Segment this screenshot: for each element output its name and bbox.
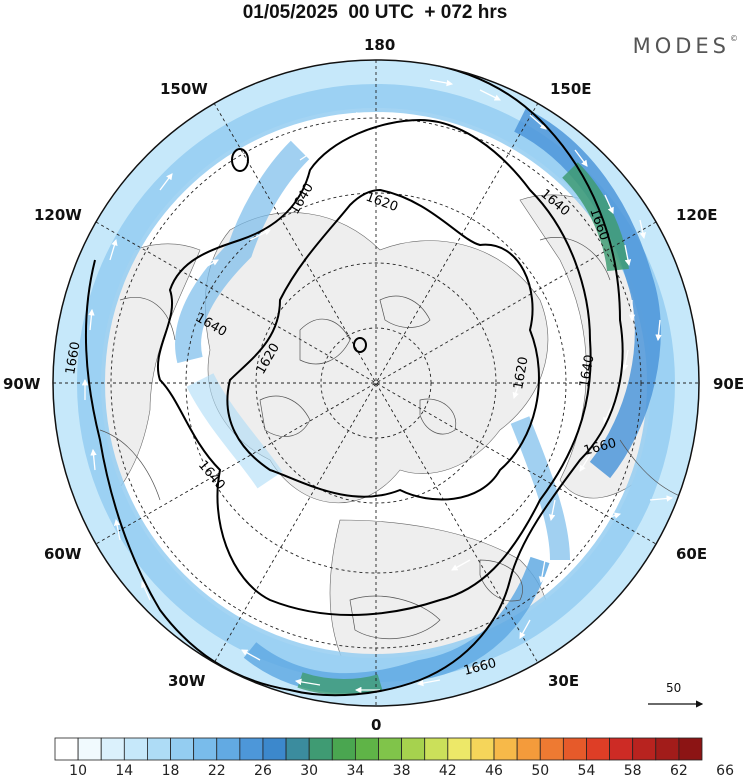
coastlines [99, 237, 691, 640]
brand-name: MODES [632, 34, 730, 58]
contour-label: 1640 [577, 353, 598, 388]
jet-core-north-west [175, 140, 310, 364]
colorbar-swatch [239, 737, 264, 761]
colorbar-swatch [54, 737, 79, 761]
contour-1640 [157, 118, 592, 616]
lon-label-120e: 120E [676, 206, 718, 224]
colorbar-tick-label: 26 [254, 763, 272, 779]
colorbar-swatch [539, 737, 564, 761]
colorbar-tick-label: 14 [115, 763, 134, 779]
contour-closed-pole [353, 337, 367, 353]
colorbar-swatch [100, 737, 125, 761]
map-body: 1620 1620 1620 1640 1640 1640 1640 1640 … [53, 60, 699, 706]
graticule [53, 60, 699, 706]
colorbar-swatch [308, 737, 333, 761]
reference-vector-label: 50 [666, 681, 682, 695]
colorbar-tick-label: 50 [531, 763, 550, 779]
colorbar-swatch [331, 737, 356, 761]
lon-label-90w: 90W [3, 375, 41, 393]
colorbar-swatch [354, 737, 379, 761]
colorbar-tick-label: 34 [346, 763, 365, 779]
colorbar-swatch [77, 737, 102, 761]
colorbar-tick-label: 42 [438, 763, 457, 779]
colorbar-swatch [285, 737, 310, 761]
colorbar-tick-label: 46 [485, 763, 503, 779]
colorbar-swatch [447, 737, 472, 761]
lon-label-30w: 30W [168, 672, 206, 690]
colorbar-swatch [193, 737, 218, 761]
colorbar-swatch [401, 737, 426, 761]
contour-closed-low [231, 148, 249, 172]
colorbar-swatch [216, 737, 241, 761]
colorbar-tick-label: 54 [577, 763, 596, 779]
lon-label-30e: 30E [548, 672, 580, 690]
colorbar-swatch [378, 737, 403, 761]
jet-core-south [243, 556, 550, 694]
colorbar-swatch [609, 737, 634, 761]
lon-label-60w: 60W [44, 545, 82, 563]
colorbar-swatch [586, 737, 610, 761]
colorbar-swatch [123, 737, 148, 761]
colorbar-tick-label: 66 [716, 763, 735, 779]
lon-label-180: 180 [364, 36, 396, 54]
colorbar-swatch [170, 737, 195, 761]
lon-label-0: 0 [371, 716, 382, 734]
brand-mark: © [730, 34, 738, 43]
colorbar-tick-label: 10 [69, 763, 88, 779]
colorbar-swatch [562, 737, 587, 761]
lon-label-120w: 120W [34, 206, 82, 224]
height-contours [84, 61, 624, 697]
map-border [52, 59, 700, 707]
colorbar-swatch [655, 737, 680, 761]
contour-1660 [84, 61, 624, 697]
colorbar-swatch [470, 737, 495, 761]
colorbar-swatch [678, 737, 703, 761]
colorbar-tick-label: 58 [623, 763, 642, 779]
colorbar-swatch [632, 737, 657, 761]
colorbar-swatch [147, 737, 171, 761]
contour-label: 1660 [63, 340, 84, 375]
contour-1620 [226, 188, 540, 501]
colorbar-tick-label: 18 [161, 763, 180, 779]
colorbar-swatch [493, 737, 518, 761]
contour-label: 1620 [511, 355, 532, 390]
lon-label-90e: 90E [713, 375, 745, 393]
colorbar-tick-label: 62 [669, 763, 688, 779]
lon-label-150e: 150E [550, 80, 592, 98]
colorbar-tick-label: 38 [392, 763, 411, 779]
colorbar-swatch [424, 737, 449, 761]
colorbar-swatch [262, 737, 287, 761]
brand-logo: MODES© [633, 34, 738, 58]
colorbar-tick-label: 30 [300, 763, 319, 779]
colorbar-tick-label: 22 [207, 763, 226, 779]
colorbar-swatch [516, 737, 541, 761]
jet-core-south-east [510, 416, 570, 561]
lon-label-60e: 60E [676, 545, 708, 563]
lon-label-150w: 150W [160, 80, 208, 98]
map-title: 01/05/2025 00 UTC + 072 hrs [242, 2, 508, 23]
